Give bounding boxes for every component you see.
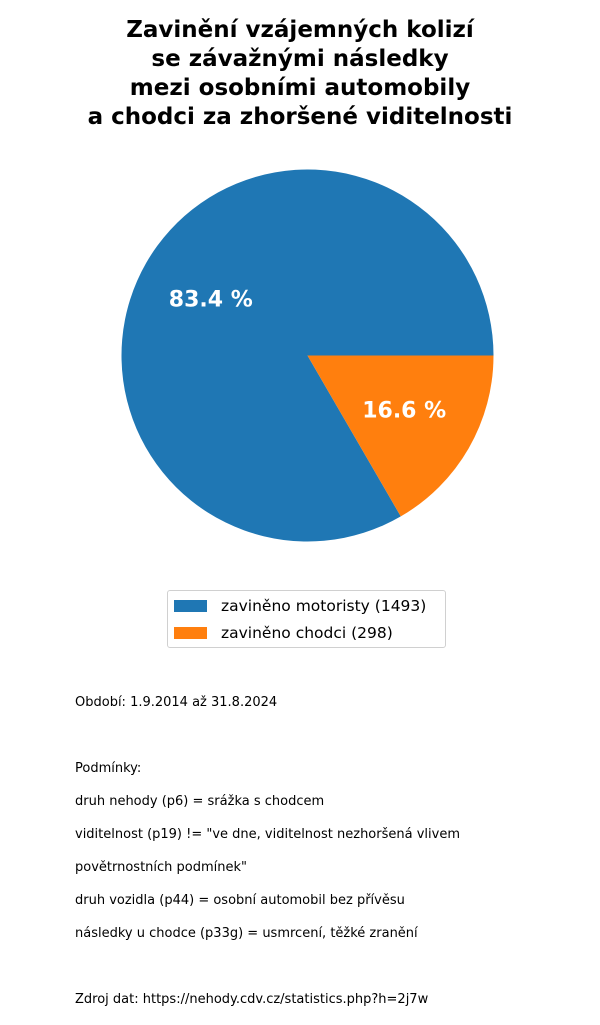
legend-swatch [174, 627, 207, 639]
spacer [75, 728, 575, 745]
pie-percent-label: 16.6 % [362, 399, 446, 424]
condition-line: následky u chodce (p33g) = usmrcení, těž… [75, 925, 418, 941]
chart-title: Zavinění vzájemných kolizí se závažnými … [0, 16, 600, 132]
condition-line: viditelnost (p19) != "ve dne, viditelnos… [75, 826, 460, 842]
legend-entry: zaviněno motoristy (1493) [174, 595, 426, 617]
chart-legend: zaviněno motoristy (1493) zaviněno chodc… [167, 590, 446, 648]
pie-chart: 83.4 % 16.6 % [121, 169, 494, 542]
legend-label: zaviněno chodci (298) [221, 624, 393, 642]
conditions-heading: Podmínky: [75, 760, 142, 776]
condition-line: druh nehody (p6) = srážka s chodcem [75, 793, 325, 809]
legend-entry: zaviněno chodci (298) [174, 622, 393, 644]
info-block: Období: 1.9.2014 až 31.8.2024 Podmínky: … [75, 678, 575, 1025]
chart-title-line: mezi osobními automobily [129, 75, 471, 101]
condition-line: povětrnostních podmínek" [75, 859, 248, 875]
chart-title-line: se závažnými následky [151, 46, 449, 72]
pie-percent-label: 83.4 % [169, 287, 253, 312]
source-text: Zdroj dat: https://nehody.cdv.cz/statist… [75, 991, 429, 1007]
condition-line: druh vozidla (p44) = osobní automobil be… [75, 892, 405, 908]
spacer [75, 959, 575, 976]
legend-swatch [174, 600, 207, 612]
chart-title-line: Zavinění vzájemných kolizí [126, 17, 474, 43]
chart-title-line: a chodci za zhoršené viditelnosti [87, 104, 513, 130]
period-text: Období: 1.9.2014 až 31.8.2024 [75, 694, 278, 710]
legend-label: zaviněno motoristy (1493) [221, 597, 427, 615]
pie-slice [307, 355, 494, 517]
